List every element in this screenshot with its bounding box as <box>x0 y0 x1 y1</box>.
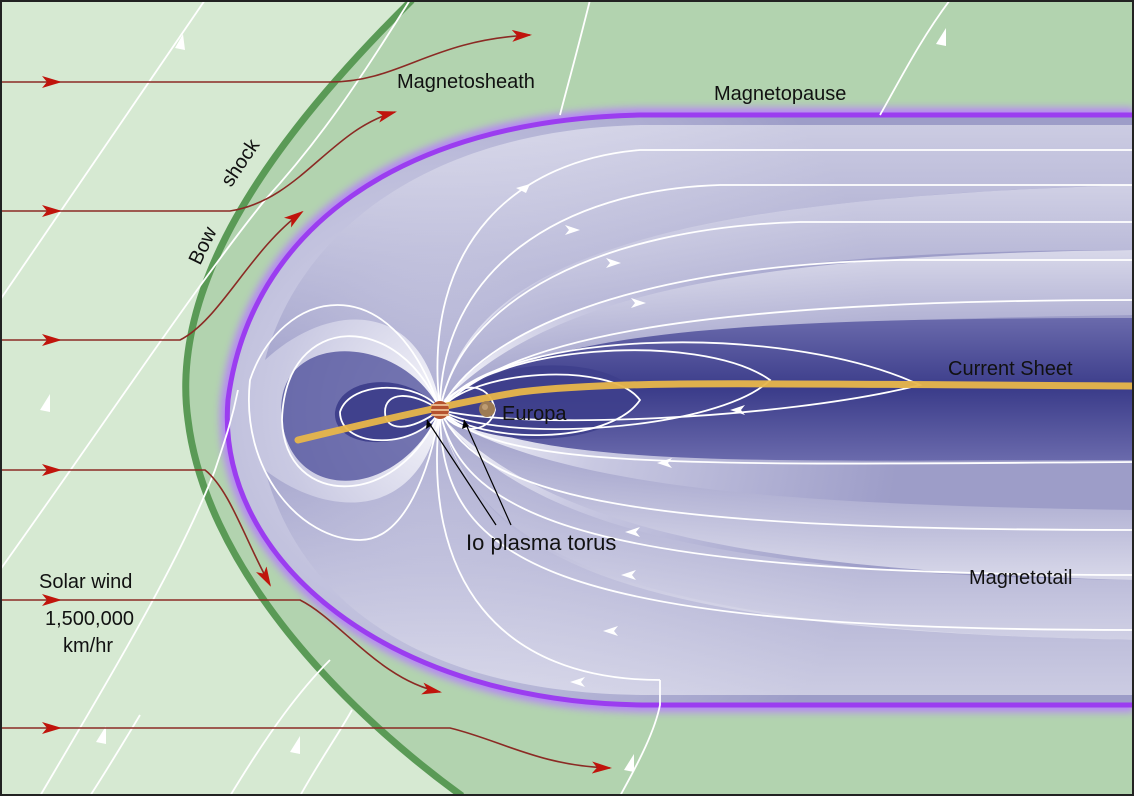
europa-label: Europa <box>502 403 567 425</box>
imf-line <box>299 709 353 796</box>
imf-line <box>559 0 591 116</box>
field-line <box>439 184 1134 411</box>
imf-arrow <box>936 28 946 46</box>
imf-line <box>619 680 661 796</box>
imf-field-lines <box>0 0 951 796</box>
pointer-line <box>426 419 497 526</box>
field-line <box>436 409 661 681</box>
field-line <box>439 221 1134 411</box>
solar-wind-flow-lines <box>0 29 612 774</box>
plasma-sheet-core <box>440 318 1134 461</box>
field-line <box>384 395 441 428</box>
bow-shock-line <box>182 0 465 796</box>
pointer-arrowhead <box>462 420 469 429</box>
imf-line <box>229 659 331 796</box>
field-arrow-left <box>625 527 640 537</box>
solar-wind-arrow <box>60 210 304 341</box>
solar-wind-arrow <box>60 111 397 212</box>
imf-line <box>0 0 206 301</box>
field-line <box>439 259 1134 411</box>
lower-lobe-middle <box>440 415 1134 640</box>
magnetopause-label: Magnetopause <box>714 83 846 105</box>
imf-line <box>39 389 239 796</box>
field-line-arrows <box>516 184 745 687</box>
solar-wind-speed-unit: km/hr <box>63 635 113 657</box>
field-line <box>248 304 441 541</box>
field-arrow-left <box>730 405 745 415</box>
field-arrow-right <box>516 184 530 193</box>
lower-lobe-inner <box>440 415 1134 580</box>
field-line <box>439 409 1134 576</box>
upper-lobe-inner <box>440 250 1134 405</box>
field-line <box>439 409 1134 465</box>
magnetotail-label: Magnetotail <box>969 567 1072 589</box>
field-line <box>439 349 772 430</box>
io-plasma-torus-label: Io plasma torus <box>466 530 616 555</box>
solar-wind-arrow <box>60 29 532 83</box>
imf-arrow <box>96 726 106 744</box>
lower-lobe-outer <box>265 415 1134 695</box>
imf-line <box>0 0 411 571</box>
field-arrow-right <box>631 298 646 308</box>
field-line <box>281 335 441 488</box>
solar-wind-label: Solar wind <box>39 571 132 593</box>
current-sheet-line <box>294 380 1134 444</box>
imf-line <box>879 0 951 116</box>
current-sheet-label: Current Sheet <box>948 358 1073 380</box>
field-line <box>439 386 496 430</box>
solar-wind-speed-value: 1,500,000 <box>45 608 134 630</box>
solar-wind-arrow <box>60 727 612 774</box>
upper-lobe-outer <box>265 125 1134 405</box>
field-arrow-left <box>657 458 672 468</box>
field-line <box>439 409 1134 531</box>
europa-icon <box>479 401 495 417</box>
magnetosheath-label: Magnetosheath <box>397 71 535 93</box>
imf-arrow <box>175 34 185 50</box>
imf-arrow <box>624 754 634 772</box>
pointer-line <box>463 419 512 526</box>
magnetopause-line <box>224 112 1134 708</box>
field-arrow-right <box>606 258 621 268</box>
field-line <box>339 386 441 442</box>
jupiter-icon <box>431 401 449 419</box>
field-arrow-left <box>621 570 636 580</box>
solar-wind-arrow <box>60 469 271 587</box>
pointer-arrowhead <box>426 420 432 429</box>
field-line <box>439 409 1134 631</box>
imf-arrow <box>40 394 50 412</box>
field-line <box>439 373 642 436</box>
imf-line <box>89 714 141 796</box>
upper-lobe-middle <box>440 185 1134 405</box>
field-arrow-right <box>565 225 580 235</box>
field-arrow-left <box>570 677 585 687</box>
imf-arrows <box>40 28 946 772</box>
io-torus-pointers <box>426 419 512 526</box>
imf-arrow <box>290 736 300 754</box>
field-line <box>439 299 1134 411</box>
field-line <box>436 149 1134 411</box>
field-arrow-left <box>603 626 618 636</box>
solar-wind-arrow <box>60 599 442 695</box>
